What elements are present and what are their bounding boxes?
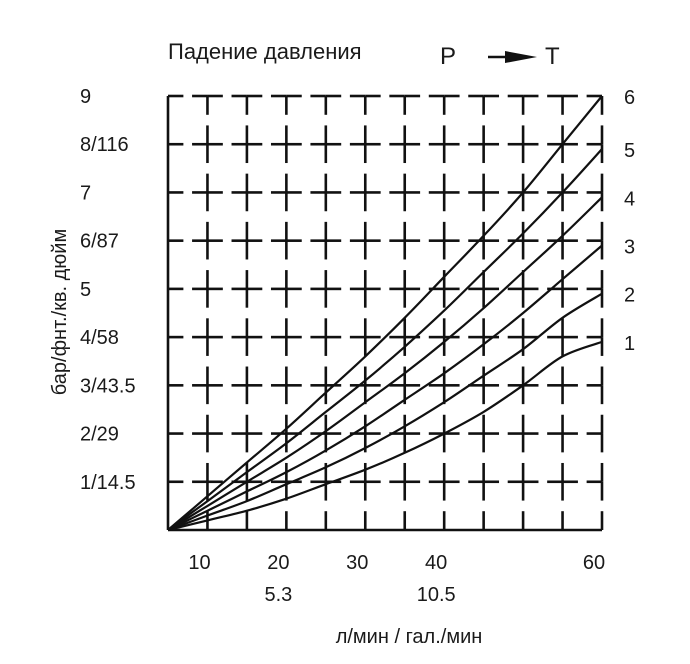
y-tick-label: 6/87: [80, 231, 119, 253]
y-tick-label: 7: [80, 182, 91, 204]
curve-3: [167, 244, 603, 531]
grid: [166, 94, 604, 532]
curve-label-2: 2: [624, 285, 635, 307]
x-tick-labels: 10 20 30 40 60 5.3 10.5: [188, 552, 605, 606]
flow-to-label: T: [545, 43, 560, 70]
y-tick-label: 4/58: [80, 327, 119, 349]
y-tick-label: 8/116: [80, 134, 129, 156]
flow-arrow-icon: [488, 51, 537, 63]
chart-title: Падение давления P T: [168, 39, 560, 70]
x-tick-label: 10: [188, 552, 210, 574]
x-tick-label: 60: [583, 552, 605, 574]
x-tick-label: 30: [346, 552, 368, 574]
chart-title-text: Падение давления: [168, 39, 362, 64]
x-tick-label: 40: [425, 552, 447, 574]
curve-labels: 1 2 3 4 5 6: [624, 87, 635, 355]
x-secondary-tick-label: 10.5: [417, 584, 456, 606]
curve-label-6: 6: [624, 87, 635, 109]
y-tick-label: 9: [80, 86, 91, 108]
y-tick-label: 3/43.5: [80, 375, 136, 397]
x-tick-label: 20: [267, 552, 289, 574]
y-axis-label: бар/фнт./кв. дюйм: [49, 229, 71, 395]
curve-5: [167, 148, 603, 531]
curve-label-3: 3: [624, 236, 635, 258]
y-tick-label: 2/29: [80, 424, 119, 446]
curve-2: [167, 292, 603, 532]
y-tick-label: 1/14.5: [80, 472, 136, 494]
curve-label-5: 5: [624, 140, 635, 162]
curve-1: [167, 340, 603, 532]
curve-label-4: 4: [624, 188, 635, 210]
flow-from-label: P: [440, 43, 456, 70]
curve-label-1: 1: [624, 333, 635, 355]
curves: [167, 95, 603, 532]
x-secondary-tick-label: 5.3: [264, 584, 292, 606]
y-tick-label: 5: [80, 279, 91, 301]
y-tick-labels: 9 8/116 7 6/87 5 4/58 3/43.5 2/29 1/14.5: [80, 86, 136, 494]
x-axis-label: л/мин / гал./мин: [336, 626, 483, 648]
curve-6: [167, 95, 603, 531]
curve-4: [167, 196, 603, 531]
